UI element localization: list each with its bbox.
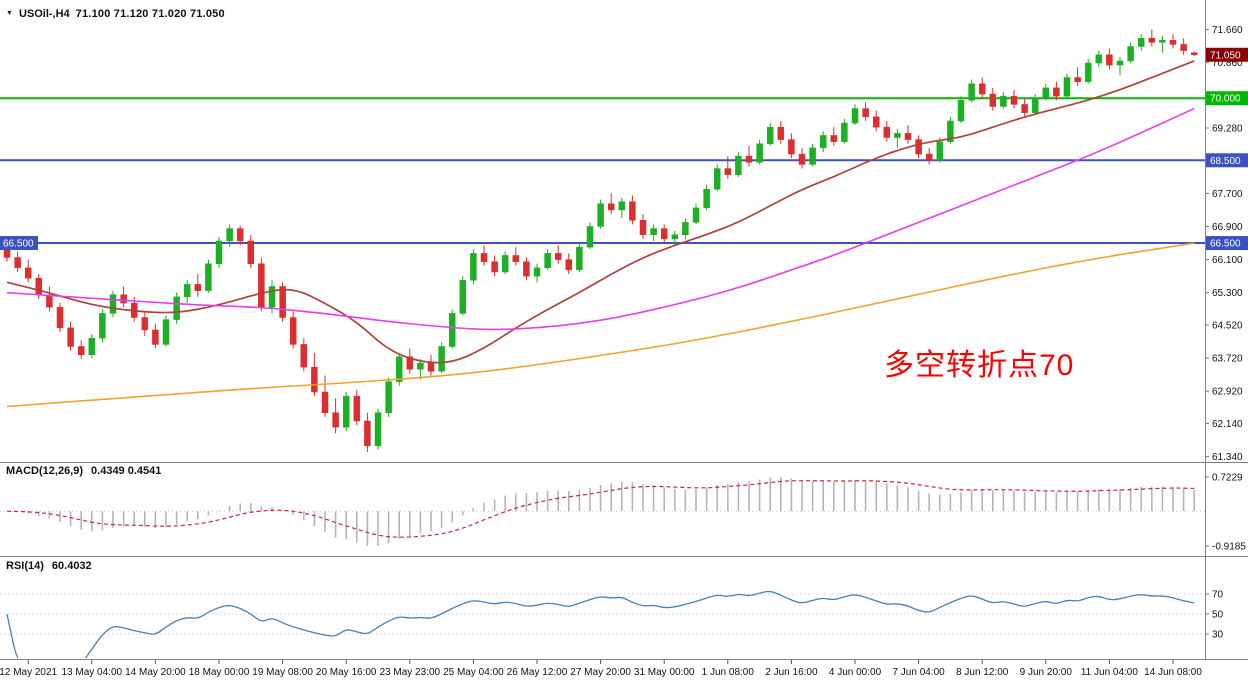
date-axis-label: 23 May 23:00 (379, 667, 440, 678)
macd-scale-min: -0.9185 (1212, 542, 1246, 553)
main-price-panel (0, 29, 1205, 453)
macd-panel (0, 477, 1205, 546)
hline-68-5-price-badge (1206, 153, 1248, 168)
rsi-level-label: 70 (1212, 590, 1224, 601)
macd-values: 0.4349 0.4541 (91, 465, 162, 477)
chart-annotation-text: 多空转折点70 (884, 349, 1075, 382)
price-axis-label: 69.280 (1212, 124, 1243, 135)
date-axis-label: 14 May 20:00 (125, 667, 186, 678)
svg-text:66.500: 66.500 (1210, 239, 1241, 250)
rsi-level-label: 30 (1212, 630, 1224, 641)
date-axis-label: 4 Jun 00:00 (829, 667, 882, 678)
date-axis[interactable]: 12 May 2021 13 May 04:00 14 May 20:00 18 Ma… (0, 660, 1202, 678)
date-axis-label: 9 Jun 20:00 (1020, 667, 1073, 678)
hline-66-5-price-badge (1206, 236, 1248, 251)
rsi-value: 60.4032 (51, 560, 92, 572)
date-axis-label: 20 May 16:00 (316, 667, 377, 678)
symbol-title: USOil-,H4 (18, 8, 70, 20)
date-axis-label: 19 May 08:00 (252, 667, 313, 678)
rsi-title: RSI(14) (6, 560, 44, 572)
macd-title: MACD(12,26,9) (6, 465, 84, 477)
bid-price-badge (1206, 47, 1248, 62)
price-axis-label: 66.900 (1212, 222, 1243, 233)
symbol-dropdown-icon[interactable]: ▼ (6, 9, 13, 17)
price-axis-label: 71.660 (1212, 25, 1243, 36)
date-axis-label: 26 May 12:00 (507, 667, 568, 678)
price-axis[interactable]: 71.660 70.860 69.280 67.700 66.900 66.100 65.3… (0, 25, 1248, 463)
rsi-level-label: 50 (1212, 610, 1224, 621)
svg-text:71.050: 71.050 (1210, 50, 1241, 61)
price-axis-label: 66.100 (1212, 255, 1243, 266)
ma-fast-line (6, 60, 1195, 364)
date-axis-label: 2 Jun 16:00 (765, 667, 818, 678)
svg-text:68.500: 68.500 (1210, 156, 1241, 167)
date-axis-label: 7 Jun 04:00 (892, 667, 945, 678)
chart-header: ▼ USOil-,H4 71.100 71.120 71.020 71.050 (6, 8, 225, 20)
date-axis-label: 8 Jun 12:00 (956, 667, 1009, 678)
price-axis-label: 61.340 (1212, 452, 1243, 463)
ma-slow-line (6, 242, 1195, 408)
date-axis-label: 31 May 00:00 (634, 667, 695, 678)
price-axis-label: 67.700 (1212, 189, 1243, 200)
price-axis-label: 62.920 (1212, 387, 1243, 398)
hline-70-price-badge (1206, 91, 1248, 106)
candles-layer (3, 29, 1198, 453)
ma-mid-line (6, 107, 1195, 331)
date-axis-label: 18 May 00:00 (189, 667, 250, 678)
date-axis-label: 1 Jun 08:00 (702, 667, 755, 678)
date-axis-label: 11 Jun 04:00 (1081, 667, 1139, 678)
macd-scale-max: 0.7229 (1212, 473, 1243, 484)
rsi-line (6, 590, 1195, 658)
price-axis-label: 63.720 (1212, 354, 1243, 365)
svg-text:70.000: 70.000 (1210, 94, 1241, 105)
rsi-indicator-label: RSI(14) 60.4032 (6, 560, 92, 572)
date-axis-label: 27 May 20:00 (570, 667, 631, 678)
price-axis-label: 65.300 (1212, 288, 1243, 299)
date-axis-label: 12 May 2021 (0, 667, 58, 678)
date-axis-label: 13 May 04:00 (61, 667, 122, 678)
hline-66-5-left-badge (0, 236, 38, 251)
date-axis-label: 25 May 04:00 (443, 667, 504, 678)
price-axis-label: 64.520 (1212, 320, 1243, 331)
svg-text:66.500: 66.500 (3, 239, 34, 250)
price-axis-label: 62.140 (1212, 419, 1243, 430)
rsi-panel (0, 590, 1205, 658)
macd-indicator-label: MACD(12,26,9) 0.4349 0.4541 (6, 465, 161, 477)
date-axis-label: 14 Jun 08:00 (1144, 667, 1202, 678)
price-axis-label: 70.860 (1212, 58, 1243, 69)
header-ohlc-values: 71.100 71.120 71.020 71.050 (75, 8, 225, 20)
